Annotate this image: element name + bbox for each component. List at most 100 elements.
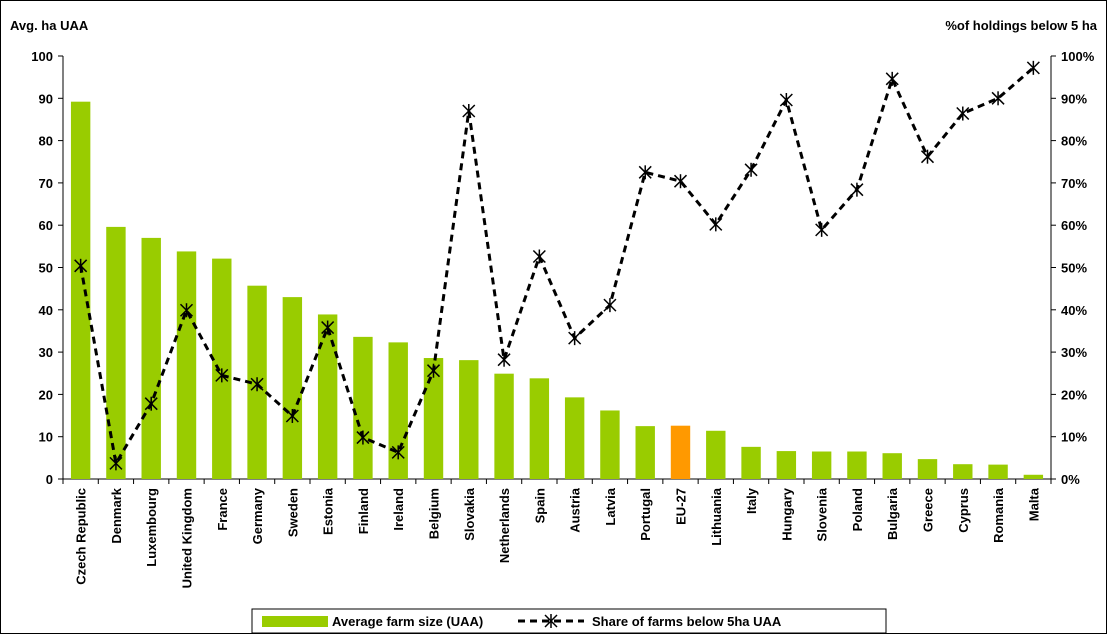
- bar: [811, 451, 832, 479]
- line-point-marker: [603, 298, 617, 313]
- right-tick-label: 20%: [1061, 387, 1087, 402]
- left-tick-label: 90: [39, 91, 53, 106]
- right-axis-title: %of holdings below 5 ha: [945, 18, 1097, 33]
- bar: [459, 360, 479, 479]
- line-point-marker: [779, 92, 793, 107]
- line-point-marker: [709, 217, 723, 232]
- line-point-marker: [991, 91, 1005, 106]
- right-tick-label: 100%: [1061, 49, 1095, 64]
- bar: [176, 251, 197, 479]
- category-label: Spain: [532, 488, 547, 523]
- line-point-marker: [321, 320, 335, 335]
- line-point-marker: [532, 249, 546, 264]
- line-point-marker: [568, 331, 582, 346]
- bar: [564, 397, 585, 479]
- category-label: Greece: [921, 488, 936, 532]
- category-label: Ireland: [391, 488, 406, 531]
- line-point-marker: [497, 352, 511, 367]
- category-label: Slovakia: [462, 487, 477, 541]
- bar: [882, 453, 902, 479]
- category-label: Bulgaria: [885, 487, 900, 540]
- line-point-marker: [285, 408, 299, 423]
- left-axis-title: Avg. ha UAA: [10, 18, 89, 33]
- category-label: Lithuania: [709, 487, 724, 546]
- category-label: Estonia: [321, 487, 336, 535]
- bar: [635, 426, 655, 479]
- category-label: Poland: [850, 488, 865, 531]
- line-point-marker: [956, 106, 970, 121]
- category-label: Malta: [1026, 487, 1041, 521]
- category-label: Sweden: [285, 488, 300, 537]
- line-point-marker: [356, 430, 370, 445]
- left-tick-label: 50: [39, 261, 53, 276]
- line-layer: [74, 60, 1040, 471]
- bar: [953, 464, 973, 479]
- bar: [141, 237, 161, 479]
- legend-bar-label: Average farm size (UAA): [332, 614, 483, 629]
- category-label: Cyprus: [956, 488, 971, 533]
- bar: [529, 378, 550, 479]
- legend-line-marker: [544, 614, 558, 628]
- line-point-marker: [885, 71, 899, 86]
- category-label: United Kingdom: [180, 488, 195, 588]
- line-point-marker: [144, 396, 158, 411]
- line-point-marker: [250, 377, 264, 392]
- bar: [917, 459, 938, 479]
- line-point-marker: [215, 368, 229, 383]
- category-label: Finland: [356, 488, 371, 534]
- line-point-marker: [638, 165, 652, 180]
- series-line: [79, 66, 1035, 468]
- bar-highlight: [670, 425, 691, 479]
- right-tick-label: 60%: [1061, 218, 1087, 233]
- category-labels-layer: Czech Republic Denmark Luxembourg United Ki…: [74, 487, 1042, 588]
- category-label: Latvia: [603, 487, 618, 525]
- line-point-marker: [744, 162, 758, 177]
- left-tick-label: 70: [39, 176, 53, 191]
- bars-layer: [70, 101, 1044, 480]
- category-label: Denmark: [109, 487, 124, 543]
- line-point-marker: [179, 303, 194, 318]
- left-tick-label: 100: [31, 49, 53, 64]
- bar: [776, 451, 797, 479]
- line-point-marker: [850, 182, 864, 197]
- left-tick-label: 30: [39, 345, 53, 360]
- right-tick-label: 80%: [1061, 134, 1087, 149]
- right-tick-label: 70%: [1061, 176, 1087, 191]
- line-point-marker: [426, 363, 441, 378]
- line-point-marker: [920, 149, 935, 164]
- left-tick-label: 80: [39, 134, 53, 149]
- category-label: Germany: [250, 487, 265, 544]
- category-label: EU-27: [674, 488, 689, 525]
- bar: [423, 358, 444, 479]
- bar: [353, 336, 373, 479]
- category-label: Italy: [744, 487, 759, 514]
- line-point-marker: [673, 174, 688, 189]
- right-tick-label: 90%: [1061, 91, 1087, 106]
- line-point-marker: [109, 456, 123, 471]
- left-tick-label: 40: [39, 303, 53, 318]
- category-label: Belgium: [427, 488, 442, 539]
- right-tick-label: 50%: [1061, 261, 1087, 276]
- right-tick-label: 40%: [1061, 303, 1087, 318]
- right-tick-label: 30%: [1061, 345, 1087, 360]
- left-tick-label: 20: [39, 387, 53, 402]
- category-label: Portugal: [638, 488, 653, 541]
- category-label: Austria: [568, 487, 583, 533]
- category-label: Netherlands: [497, 488, 512, 563]
- bar: [741, 446, 761, 479]
- right-tick-label: 0%: [1061, 472, 1080, 487]
- category-label: Luxembourg: [144, 488, 159, 567]
- bar: [1023, 474, 1044, 479]
- category-label: Romania: [991, 487, 1006, 543]
- line-point-marker: [391, 445, 405, 460]
- line-point-marker: [1026, 60, 1040, 75]
- line-point-marker: [74, 258, 88, 273]
- category-label: Czech Republic: [74, 488, 89, 585]
- legend: Average farm size (UAA) Share of farms b…: [251, 608, 887, 634]
- line-point-marker: [815, 222, 829, 237]
- right-tick-label: 10%: [1061, 430, 1087, 445]
- bar: [282, 297, 303, 479]
